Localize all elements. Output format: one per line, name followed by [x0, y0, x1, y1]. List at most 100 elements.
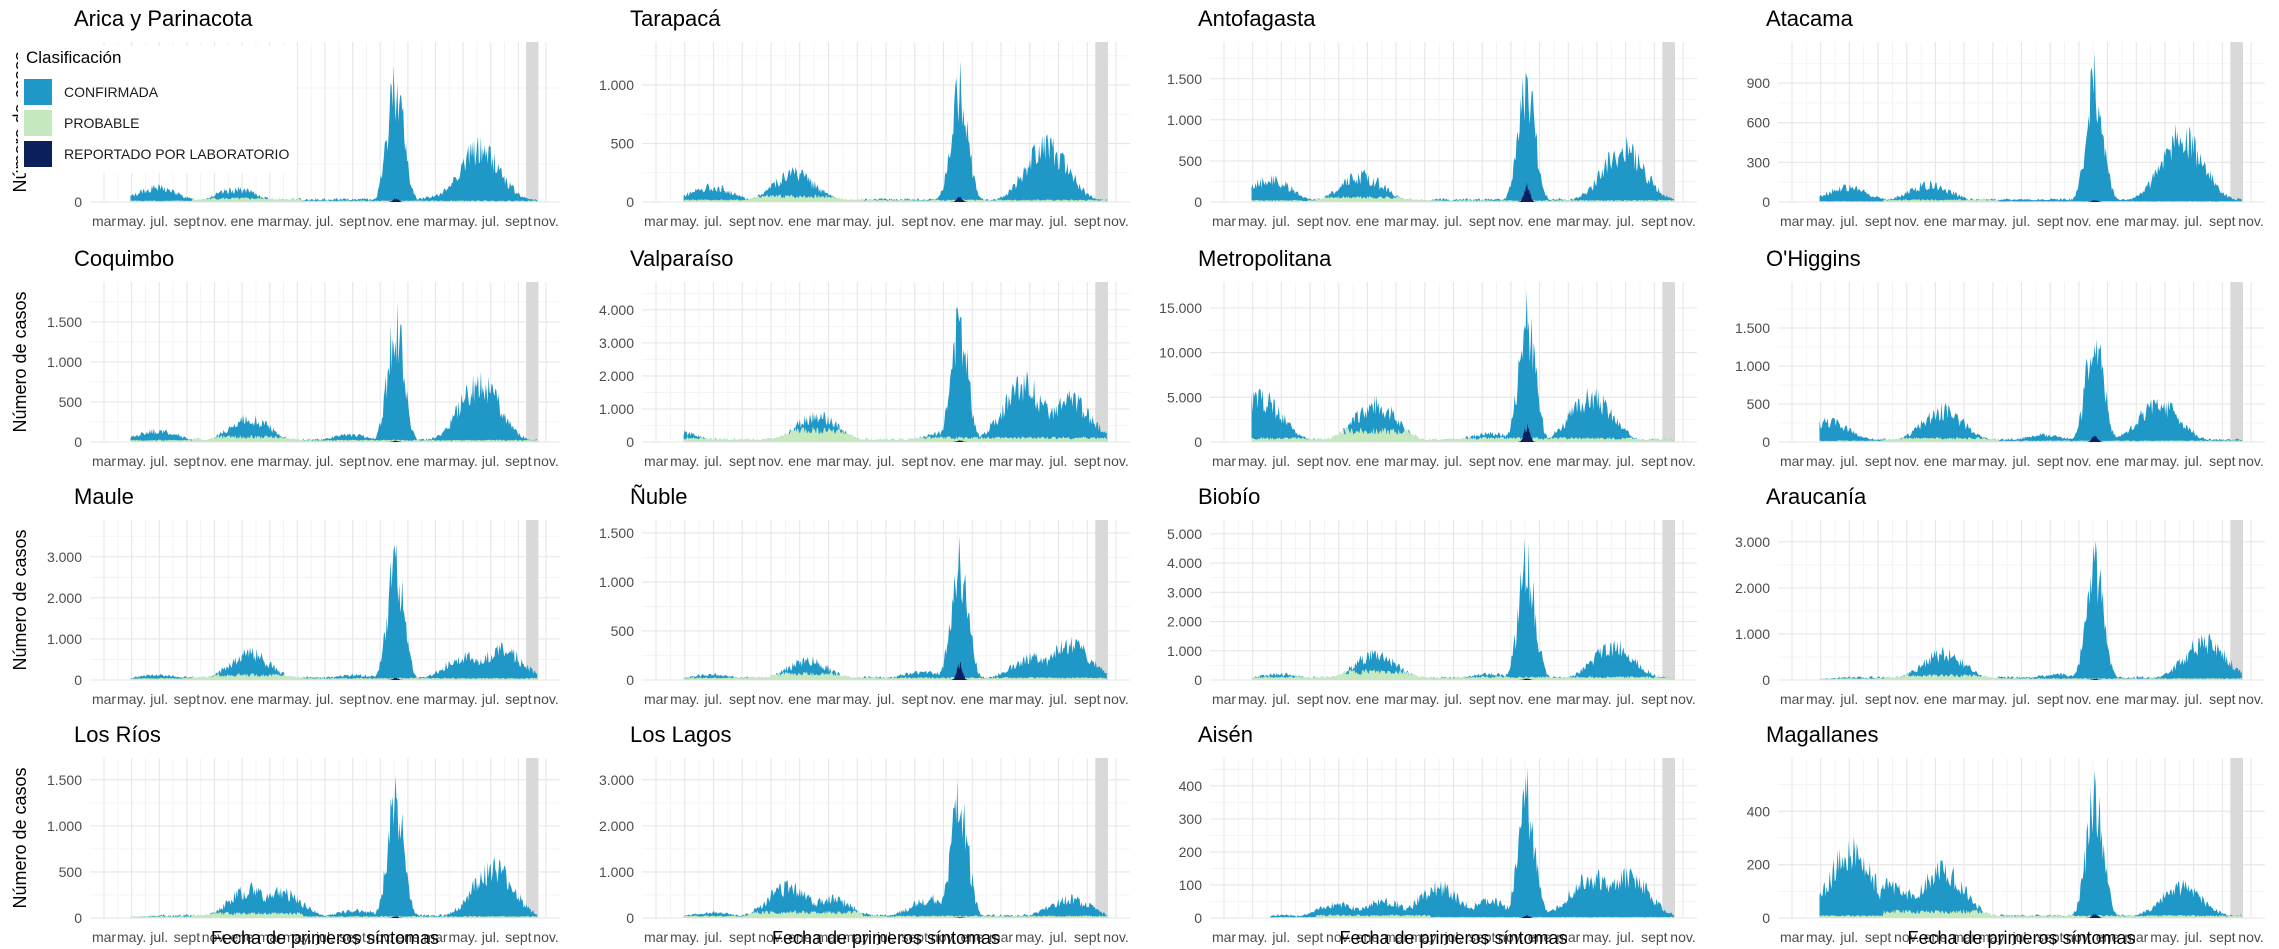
x-tick-label: mar [1212, 453, 1236, 469]
x-tick-label: sept [1074, 453, 1101, 469]
shaded-recent-period-valparaiso [1095, 282, 1108, 442]
x-tick-label: nov. [533, 213, 558, 229]
x-tick-label: jul. [2012, 213, 2031, 229]
x-tick-label: may. [1806, 691, 1835, 707]
y-tick-label: 2.000 [599, 368, 634, 384]
x-tick-label: mar [1212, 691, 1236, 707]
x-tick-label: jul. [876, 929, 895, 945]
x-tick-label: ene [396, 453, 420, 469]
series-probable-aisen [1251, 914, 1674, 918]
x-tick-label: jul. [1839, 453, 1858, 469]
x-tick-label: ene [1528, 213, 1552, 229]
x-tick-label: sept [1074, 929, 1101, 945]
panel-title-coquimbo: Coquimbo [74, 246, 174, 271]
x-axis-title: Fecha de primeros síntomas [1907, 928, 2135, 948]
x-tick-label: ene [961, 213, 985, 229]
y-tick-label: 500 [1747, 396, 1771, 412]
x-tick-label: mar [1212, 213, 1236, 229]
x-tick-label: mar [1212, 929, 1236, 945]
x-tick-label: ene [1528, 929, 1552, 945]
x-tick-label: mar [2124, 453, 2148, 469]
x-tick-label: may. [1015, 453, 1044, 469]
x-tick-label: sept [174, 213, 201, 229]
x-tick-label: mar [644, 213, 668, 229]
y-tick-label: 1.000 [1735, 358, 1770, 374]
y-tick-label: 1.000 [1167, 643, 1202, 659]
x-tick-label: sept [1469, 453, 1496, 469]
x-tick-label: nov. [1894, 453, 1919, 469]
series-probable-magallanes [1819, 909, 2242, 918]
legend-label-probable: PROBABLE [64, 114, 140, 131]
y-tick-label: 15.000 [1159, 300, 1202, 316]
series-confirmada-atacama [1819, 51, 2242, 202]
series-probable-atacama [1819, 199, 2242, 202]
x-tick-label: jul. [1616, 213, 1635, 229]
x-tick-label: sept [339, 213, 366, 229]
x-tick-label: jul. [315, 453, 334, 469]
x-tick-label: jul. [1444, 453, 1463, 469]
x-tick-label: jul. [149, 453, 168, 469]
x-tick-label: mar [1952, 213, 1976, 229]
x-tick-label: jul. [149, 691, 168, 707]
x-tick-label: sept [339, 453, 366, 469]
x-tick-label: nov. [1894, 691, 1919, 707]
x-tick-label: may. [1978, 929, 2007, 945]
x-tick-label: ene [1528, 453, 1552, 469]
series-laboratorio-los-rios [382, 916, 409, 918]
y-tick-label: 4.000 [1167, 555, 1202, 571]
x-tick-label: jul. [704, 213, 723, 229]
series-laboratorio-aisen [1513, 914, 1541, 918]
x-tick-label: sept [1469, 691, 1496, 707]
shaded-recent-period-metropolitana [1662, 282, 1676, 442]
x-tick-label: jul. [1271, 213, 1290, 229]
y-tick-label: 2.000 [1167, 614, 1202, 630]
series-laboratorio-maule [382, 677, 409, 680]
x-tick-label: nov. [2238, 453, 2263, 469]
series-probable-nuble [683, 671, 1107, 680]
x-tick-label: mar [1952, 929, 1976, 945]
panel-title-tarapaca: Tarapacá [630, 6, 721, 31]
series-probable-metropolitana [1251, 427, 1674, 442]
series-laboratorio-biobio [1513, 678, 1541, 680]
series-probable-coquimbo [130, 435, 538, 442]
y-tick-label: 0 [74, 194, 82, 210]
y-tick-label: 4.000 [599, 302, 634, 318]
series-laboratorio-valparaiso [945, 440, 973, 442]
x-tick-label: jul. [876, 453, 895, 469]
x-tick-label: jul. [481, 453, 500, 469]
y-tick-label: 0 [1194, 194, 1202, 210]
x-tick-label: mar [423, 929, 447, 945]
x-tick-label: may. [2150, 453, 2179, 469]
y-tick-label: 3.000 [1735, 534, 1770, 550]
x-tick-label: may. [283, 691, 312, 707]
x-tick-label: may. [1015, 929, 1044, 945]
x-tick-label: jul. [1616, 453, 1635, 469]
x-tick-label: nov. [1670, 691, 1695, 707]
x-tick-label: jul. [315, 213, 334, 229]
x-tick-label: jul. [704, 929, 723, 945]
y-tick-label: 500 [611, 623, 635, 639]
x-tick-label: may. [670, 691, 699, 707]
x-tick-label: nov. [1498, 453, 1523, 469]
x-tick-label: nov. [1670, 929, 1695, 945]
x-tick-label: nov. [1894, 929, 1919, 945]
x-tick-label: may. [1978, 453, 2007, 469]
x-tick-label: mar [644, 453, 668, 469]
x-axis-title: Fecha de primeros síntomas [1339, 928, 1567, 948]
panel-title-magallanes: Magallanes [1766, 722, 1879, 747]
x-tick-label: nov. [931, 213, 956, 229]
x-tick-label: mar [1556, 213, 1580, 229]
y-tick-label: 100 [1179, 877, 1203, 893]
y-tick-label: 1.000 [599, 77, 634, 93]
x-tick-label: nov. [1670, 453, 1695, 469]
y-tick-label: 1.000 [47, 631, 82, 647]
y-tick-label: 1.000 [47, 354, 82, 370]
x-tick-label: nov. [1326, 691, 1351, 707]
x-tick-label: mar [2124, 213, 2148, 229]
